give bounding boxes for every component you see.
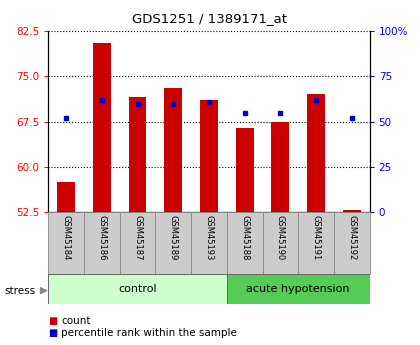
Text: stress: stress (4, 286, 35, 296)
Text: ■: ■ (48, 328, 58, 338)
Text: acute hypotension: acute hypotension (247, 284, 350, 294)
Bar (343, 210, 361, 212)
Bar (227, 274, 370, 304)
Text: count: count (61, 316, 90, 326)
Text: GSM45188: GSM45188 (240, 215, 249, 261)
Text: GSM45186: GSM45186 (97, 215, 106, 261)
Bar (164, 88, 182, 212)
Bar (334, 212, 370, 274)
Bar (236, 128, 254, 212)
Text: GSM45191: GSM45191 (312, 215, 320, 260)
Text: GSM45189: GSM45189 (169, 215, 178, 261)
Text: GSM45193: GSM45193 (205, 215, 213, 261)
Bar (57, 182, 75, 212)
Text: GSM45192: GSM45192 (347, 215, 356, 260)
Bar (120, 212, 155, 274)
Bar (155, 212, 191, 274)
Bar (93, 43, 111, 212)
Bar (227, 212, 262, 274)
Bar (262, 212, 298, 274)
Text: ■: ■ (48, 316, 58, 326)
Bar (200, 100, 218, 212)
Text: GSM45190: GSM45190 (276, 215, 285, 260)
Bar (271, 122, 289, 212)
Bar (48, 274, 227, 304)
Bar (191, 212, 227, 274)
Text: GDS1251 / 1389171_at: GDS1251 / 1389171_at (132, 12, 288, 25)
Bar (307, 95, 325, 212)
Bar (48, 212, 84, 274)
Text: control: control (118, 284, 157, 294)
Text: GSM45187: GSM45187 (133, 215, 142, 261)
Bar (84, 212, 120, 274)
Bar (298, 212, 334, 274)
Text: GSM45184: GSM45184 (62, 215, 71, 261)
Bar (129, 97, 147, 212)
Text: percentile rank within the sample: percentile rank within the sample (61, 328, 237, 338)
